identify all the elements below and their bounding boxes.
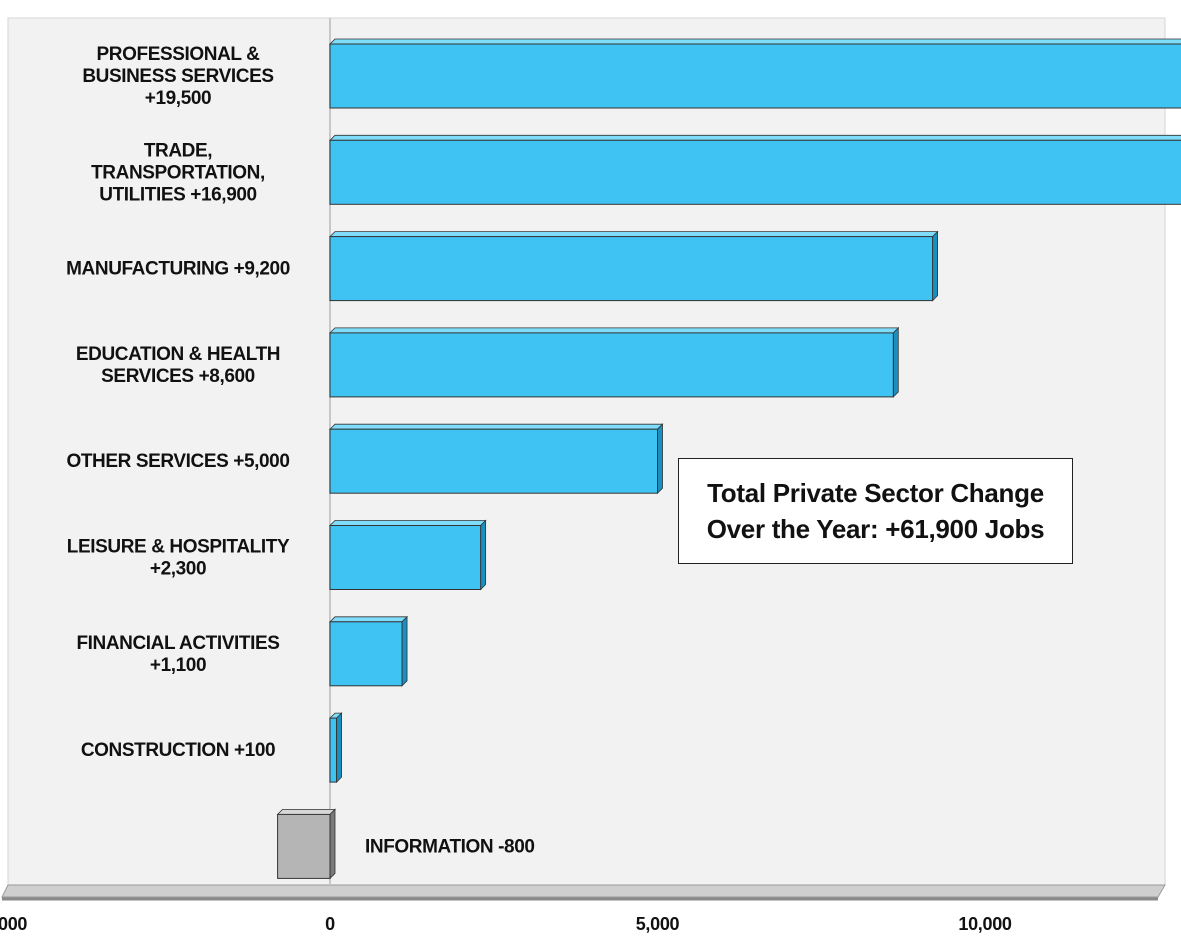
category-label: LEISURE & HOSPITALITY +2,300 [67,537,290,580]
bar-side-face [657,423,663,495]
category-label-line: +2,300 [150,559,206,580]
category-label-line: BUSINESS SERVICES [82,66,273,87]
x-tick-label: 5,000 [636,914,680,934]
annotation-line-2: Over the Year: +61,900 Jobs [706,514,1045,544]
category-label-line: CONSTRUCTION +100 [81,740,275,761]
bar [329,519,487,591]
category-label: MANUFACTURING +9,200 [66,259,290,280]
x-tick-label: 0 [325,914,335,934]
category-label-line: SERVICES +8,600 [101,366,255,387]
bar [329,615,409,687]
bar-side-face [336,712,342,784]
bar-top-face [329,520,487,526]
bar-front-face [329,717,338,783]
category-label-line: EDUCATION & HEALTH [76,344,280,365]
bar-side-face [892,326,899,398]
bar-front-face [329,428,658,494]
bar-front-face [329,621,403,687]
category-label-line: FINANCIAL ACTIVITIES [76,633,279,654]
bar [329,230,939,302]
category-label-line: INFORMATION -800 [365,836,535,857]
bar-top-face [329,423,664,430]
x-axis-tick-labels: -10,000-5,00005,00010,00015,00020,00025,… [0,914,1012,934]
bars [276,38,1181,880]
category-label-line: TRADE, [144,140,212,161]
category-label-line: +1,100 [150,655,206,676]
bar-front-face [329,236,934,302]
category-label-line: +19,500 [145,88,211,109]
x-tick-label: -5,000 [0,914,27,934]
category-label-line: OTHER SERVICES +5,000 [66,451,289,472]
bar-side-face [329,808,336,880]
bar-side-face [480,519,487,591]
bar-front-face [329,332,894,398]
bar [329,38,1181,109]
category-label: EDUCATION & HEALTH SERVICES +8,600 [76,344,280,387]
category-label: FINANCIAL ACTIVITIES +1,100 [76,633,279,676]
category-label: TRADE, TRANSPORTATION, UTILITIES +16,900 [91,140,265,205]
bar [329,712,343,784]
bar [329,326,900,398]
bar-front-face [277,813,331,879]
x-axis-floor [1,18,1166,901]
category-labels: PROFESSIONAL & BUSINESS SERVICES +19,500 TR… [66,44,535,857]
bar-side-face [401,615,408,687]
bar-negative [276,808,336,880]
bar-front-face [329,525,482,590]
bar-front-face [329,43,1181,109]
category-label: PROFESSIONAL & BUSINESS SERVICES +19,500 [82,44,273,109]
x-axis-floor-top [1,884,1166,898]
bar-top-face [276,809,336,815]
category-label-line: PROFESSIONAL & [97,44,261,65]
total-change-annotation: Total Private Sector Change Over the Yea… [678,458,1073,564]
x-tick-label: 10,000 [958,914,1012,934]
annotation-line-1: Total Private Sector Change [707,478,1044,508]
bar-top-face [329,38,1181,45]
bar-side-face [932,230,938,302]
category-label: INFORMATION -800 [365,836,535,857]
bar-top-face [329,327,900,334]
bar [329,134,1181,205]
bar-top-face [329,616,409,623]
bar-top-face [329,231,939,238]
category-label: CONSTRUCTION +100 [81,740,275,761]
category-label-line: LEISURE & HOSPITALITY [67,537,290,558]
category-label: OTHER SERVICES +5,000 [66,451,289,472]
bar [329,423,664,495]
category-label-line: UTILITIES +16,900 [99,184,256,205]
category-label-line: TRANSPORTATION, [91,162,265,183]
category-label-line: MANUFACTURING +9,200 [66,259,290,280]
bar-front-face [329,139,1181,205]
bar-top-face [329,134,1181,141]
